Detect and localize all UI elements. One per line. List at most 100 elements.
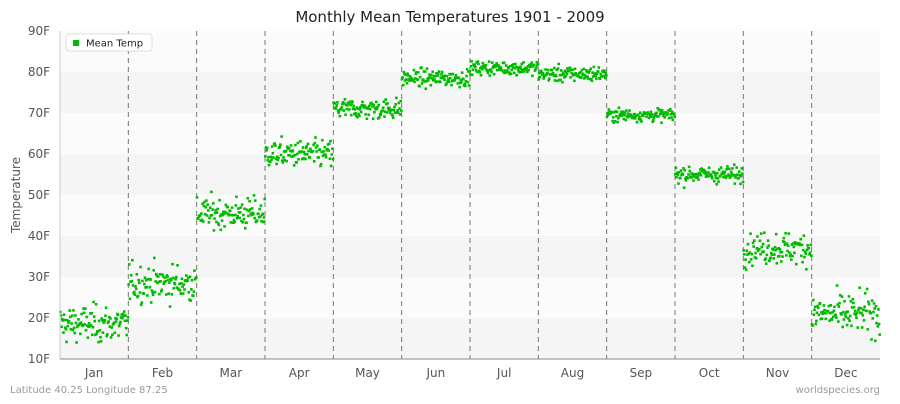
data-point [448,76,452,80]
data-point [820,311,823,314]
data-point [257,212,260,216]
data-point [65,340,68,344]
data-point [548,77,551,80]
data-point [75,325,79,329]
data-point [343,97,347,101]
data-point [747,260,751,264]
data-point [93,319,97,323]
data-point [109,336,113,339]
data-point [156,275,160,278]
data-point [519,65,522,69]
data-point [843,312,847,316]
data-point [270,158,273,161]
data-point [200,218,204,222]
data-point [737,170,741,174]
data-point [477,62,480,66]
data-point [488,74,492,77]
data-point [598,77,602,81]
data-point [704,172,707,175]
data-point [92,315,96,318]
data-point [657,115,660,118]
data-point [764,262,768,265]
axes [59,31,880,360]
data-point [216,207,219,211]
data-point [344,113,347,116]
data-point [728,176,732,179]
data-point [638,116,641,119]
data-point [827,304,831,308]
data-point [607,108,611,111]
data-point [159,290,163,293]
data-point [789,253,792,256]
data-point [530,61,534,64]
data-point [535,61,539,64]
data-point [132,290,136,294]
data-point [573,79,576,83]
data-point [192,290,196,293]
data-point [317,156,320,159]
data-point [677,171,681,174]
data-point [713,171,717,175]
data-point [107,320,110,323]
data-point [205,199,208,202]
data-point [514,62,517,66]
data-point [164,293,168,296]
data-point [313,141,317,145]
data-point [183,288,186,291]
data-point [851,297,855,301]
data-point [835,284,839,287]
data-point [406,74,410,77]
data-point [329,164,333,168]
data-point [174,275,178,279]
data-point [415,71,418,74]
data-point [391,114,394,117]
data-point [732,173,735,177]
x-tick-label: Dec [834,366,857,380]
data-point [800,254,803,258]
data-point [597,66,601,69]
data-point [435,71,438,75]
data-point [235,216,239,220]
data-point [669,112,673,116]
data-point [604,71,608,75]
data-point [712,179,716,183]
data-point [821,310,825,314]
data-point [157,280,161,284]
data-point [70,322,73,325]
data-point [863,291,867,295]
data-point [186,279,189,282]
data-point [504,69,507,72]
data-point [727,173,730,176]
data-point [811,298,815,302]
y-tick-label: 20F [28,311,50,325]
data-point [673,115,676,119]
data-point [758,239,762,243]
data-point [167,292,171,295]
data-point [781,255,784,258]
data-point [719,166,723,169]
data-point [326,147,329,151]
data-point [122,314,125,318]
data-point [460,71,464,74]
data-point [658,112,662,116]
data-point [443,74,447,78]
data-point [402,70,406,74]
data-point [105,334,108,338]
data-point [247,209,251,213]
data-point [465,67,469,71]
data-point [785,242,789,245]
legend: Mean Temp [65,33,153,52]
data-point [210,190,213,194]
data-point [359,110,363,114]
data-point [74,321,78,325]
data-point [367,113,371,117]
data-point [396,111,400,114]
data-point [783,240,786,244]
data-point [599,72,603,76]
data-point [83,323,87,326]
data-point [252,213,255,216]
data-point [581,72,585,76]
data-point [587,71,591,74]
data-point [181,285,184,289]
data-point [813,305,817,309]
